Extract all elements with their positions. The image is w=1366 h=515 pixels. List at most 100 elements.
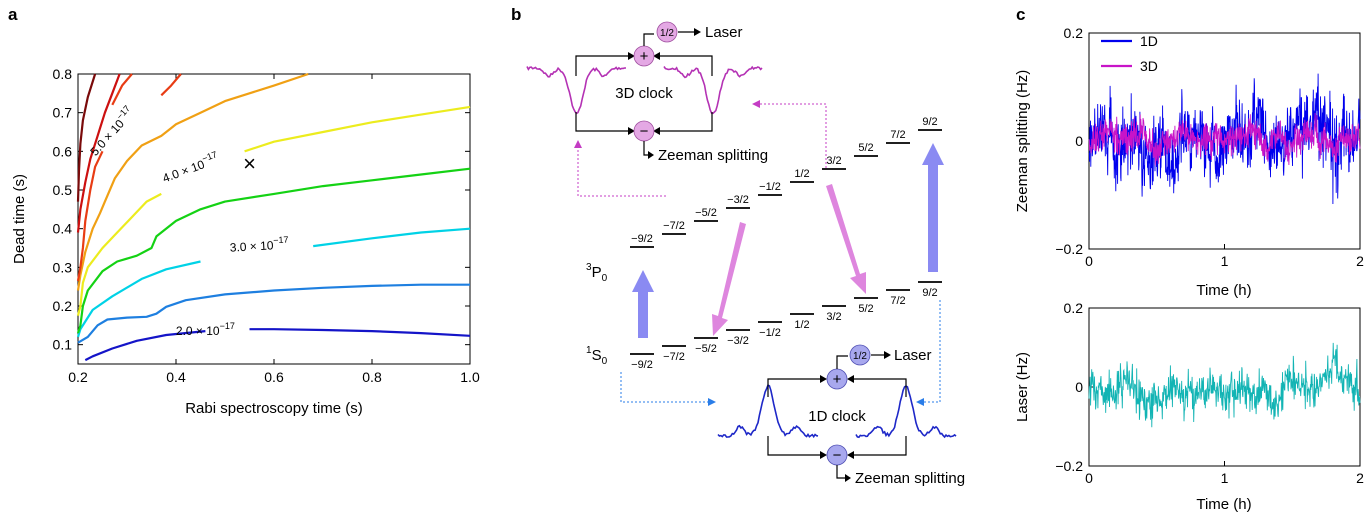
panel-c-bottom-series — [1088, 342, 1361, 428]
x-tick-label: 0.8 — [362, 369, 382, 385]
x-tick-label: 0.4 — [166, 369, 186, 385]
contour-line — [313, 227, 471, 248]
contour-line — [76, 150, 104, 282]
dotted-guide-1d-left — [620, 372, 708, 403]
arrowhead — [847, 451, 854, 459]
connector — [852, 436, 907, 456]
contour-level-label: 3.0 × 10−17 — [229, 235, 289, 255]
arrowhead — [884, 351, 891, 359]
connector — [658, 55, 713, 76]
x-tick-label: 0.2 — [68, 369, 88, 385]
zeeman-sublevels: −9/2−7/2−5/2−3/2−1/21/23/25/27/29/2−9/2−… — [630, 116, 942, 371]
panel-c-top-ylabel: Zeeman splitting (Hz) — [1014, 70, 1031, 213]
y-tick-label: −0.2 — [1055, 241, 1083, 257]
zeeman-time-trace: 0 1 2−0.200.2 1D 3D Time (h) Zeeman splitt… — [1014, 25, 1364, 299]
diff-node-1d-label: − — [833, 447, 842, 464]
y-tick-label: 0.6 — [53, 143, 73, 159]
sum-node-3d-label: + — [640, 48, 649, 65]
x-tick-label: 0 — [1085, 470, 1093, 486]
time-series-line — [1088, 112, 1361, 166]
clock-3d-title: 3D clock — [615, 85, 673, 102]
connector — [836, 355, 848, 369]
connector — [658, 112, 713, 132]
sigma-arrow-3d-left — [712, 222, 746, 336]
y-tick-label: 0.2 — [1064, 25, 1084, 41]
dotted-guide-1d-right — [924, 300, 941, 403]
panel-a-label: a — [8, 5, 18, 24]
dotted-arrowhead — [574, 140, 582, 148]
contour-line — [76, 73, 121, 233]
panel-c-bottom-ylabel: Laser (Hz) — [1014, 352, 1031, 422]
laser-output-1d: Laser — [894, 347, 932, 364]
panel-b-label: b — [511, 5, 521, 24]
panel-a: a 0.2 0.4 0.6 0.8 1.00.10.20.30.40.50.60.70.… — [8, 5, 480, 417]
spectrum-3d-right — [663, 65, 763, 115]
y-tick-label: 0.3 — [53, 259, 73, 275]
sublevel-mF-label: −5/2 — [695, 343, 717, 355]
contour-level-label: 2.0 × 10−17 — [176, 321, 235, 338]
contour-line — [244, 105, 471, 153]
y-tick-label: 0.7 — [53, 105, 73, 121]
sum-node-1d-label: + — [833, 371, 842, 388]
panel-c-top-xlabel: Time (h) — [1196, 282, 1251, 299]
y-tick-label: 0 — [1075, 133, 1083, 149]
connector — [836, 465, 846, 479]
sublevel-mF-label: 7/2 — [890, 129, 905, 141]
sublevel-mF-label: −7/2 — [663, 220, 685, 232]
diff-node-3d-label: − — [640, 123, 649, 140]
sublevel-mF-label: 3/2 — [826, 155, 841, 167]
contour-line — [77, 283, 470, 344]
zeeman-output-1d: Zeeman splitting — [855, 470, 965, 487]
panel-a-axes-frame — [77, 73, 471, 365]
arrowhead — [847, 375, 854, 383]
sublevel-mF-label: 1/2 — [794, 168, 809, 180]
laser-output-3d: Laser — [705, 24, 743, 41]
panel-c-bottom-ticks: 0 1 2−0.200.2 — [1055, 300, 1364, 486]
arrowhead — [653, 52, 660, 60]
clock-1d: + − 1/2 Laser Zeeman splitting 1D clock — [717, 344, 965, 487]
dotted-arrowhead — [708, 398, 716, 406]
transition-arrows — [632, 143, 944, 338]
sigma-arrow-3d-right — [826, 184, 866, 294]
contour-level-label: 4.0 × 10−17 — [160, 149, 221, 185]
arrowhead — [628, 52, 635, 60]
x-tick-label: 1 — [1221, 470, 1229, 486]
y-tick-label: 0.5 — [53, 182, 73, 198]
panel-c-top-series — [1088, 73, 1361, 205]
sublevel-mF-label: 9/2 — [922, 287, 937, 299]
arrowhead — [694, 28, 701, 36]
contour-line — [249, 328, 471, 337]
upper-state-label: 3P0 — [586, 262, 608, 284]
sublevel-mF-label: 5/2 — [858, 303, 873, 315]
y-tick-label: −0.2 — [1055, 458, 1083, 474]
sigma-arrow-1d-right — [922, 143, 944, 272]
zeeman-output-3d: Zeeman splitting — [658, 147, 768, 164]
x-tick-label: 2 — [1356, 470, 1364, 486]
arrowhead — [648, 151, 654, 159]
sublevel-mF-label: −3/2 — [727, 335, 749, 347]
y-tick-label: 0 — [1075, 379, 1083, 395]
panel-a-ticks: 0.2 0.4 0.6 0.8 1.0 0.1 0.2 0.3 0.4 0.5 0.6 0.7 0.8 — [53, 66, 480, 385]
y-tick-label: 0.2 — [1064, 300, 1084, 316]
panel-c-top-ticks: 0 1 2−0.200.2 — [1055, 25, 1364, 269]
sublevel-mF-label: 9/2 — [922, 116, 937, 128]
panel-a-ylabel: Dead time (s) — [11, 174, 28, 264]
arrowhead — [845, 474, 851, 482]
sublevel-mF-label: −9/2 — [631, 233, 653, 245]
contour-line — [160, 73, 182, 97]
dotted-guide-3d-left — [577, 148, 666, 197]
legend: 1D 3D — [1101, 33, 1158, 74]
time-series-line — [1088, 342, 1361, 428]
sublevel-mF-label: 1/2 — [794, 319, 809, 331]
arrowhead — [653, 127, 660, 135]
sublevel-mF-label: −3/2 — [727, 194, 749, 206]
connector — [643, 33, 654, 46]
connector — [852, 378, 907, 397]
arrowhead — [820, 375, 827, 383]
connector — [767, 378, 822, 397]
y-tick-label: 0.1 — [53, 337, 73, 353]
x-tick-label: 0.6 — [264, 369, 284, 385]
legend-label-3d: 3D — [1140, 58, 1158, 74]
y-tick-label: 0.4 — [53, 221, 73, 237]
